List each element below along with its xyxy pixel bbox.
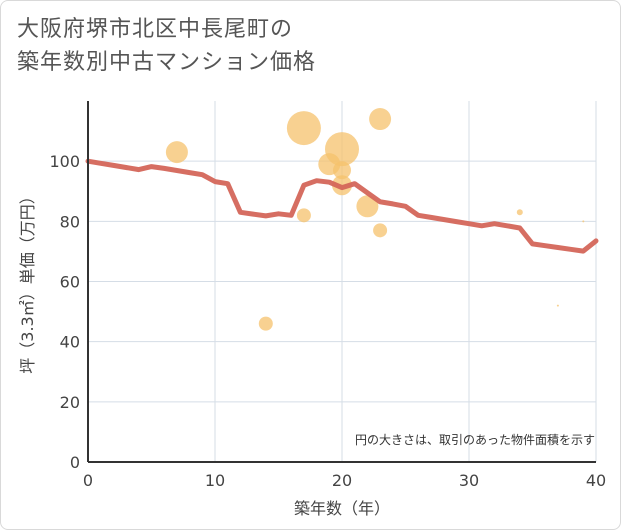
y-tick-label: 40 bbox=[60, 333, 80, 352]
y-axis-label: 坪（3.3㎡）単価（万円） bbox=[18, 188, 37, 373]
bubble-point bbox=[516, 209, 523, 216]
bubble-point bbox=[373, 223, 388, 238]
x-tick-label: 0 bbox=[83, 471, 93, 490]
tick-labels: 0 20 40 60 80 100 0 10 20 30 40 bbox=[49, 152, 606, 490]
y-tick-label: 100 bbox=[49, 152, 80, 171]
average-price-line bbox=[85, 158, 599, 254]
bubble-point bbox=[286, 111, 321, 146]
size-note: 円の大きさは、取引のあった物件面積を示す bbox=[355, 432, 595, 447]
line-layer bbox=[85, 158, 599, 254]
bubble-point bbox=[165, 141, 188, 164]
chart-title-line-1: 大阪府堺市北区中長尾町の bbox=[17, 17, 294, 42]
chart-title: 大阪府堺市北区中長尾町の 築年数別中古マンション価格 bbox=[17, 13, 316, 79]
y-tick-label: 80 bbox=[60, 212, 80, 231]
x-tick-label: 20 bbox=[332, 471, 352, 490]
x-tick-label: 10 bbox=[205, 471, 225, 490]
bubble-point bbox=[556, 304, 559, 307]
bubble-point bbox=[258, 316, 273, 331]
bubble-point bbox=[356, 195, 379, 218]
y-tick-label: 60 bbox=[60, 273, 80, 292]
bubble-point bbox=[325, 132, 359, 167]
axes bbox=[87, 101, 596, 463]
bubble-point bbox=[296, 208, 311, 223]
y-tick-label: 20 bbox=[60, 393, 80, 412]
x-axis-label: 築年数（年） bbox=[294, 499, 390, 518]
x-tick-label: 30 bbox=[459, 471, 479, 490]
bubble-layer bbox=[165, 108, 585, 331]
bubble-point bbox=[582, 220, 585, 223]
x-tick-label: 40 bbox=[586, 471, 606, 490]
bubble-point bbox=[333, 161, 351, 180]
y-tick-label: 0 bbox=[70, 453, 80, 472]
chart-title-line-2: 築年数別中古マンション価格 bbox=[17, 50, 317, 75]
bubble-point bbox=[369, 108, 392, 131]
